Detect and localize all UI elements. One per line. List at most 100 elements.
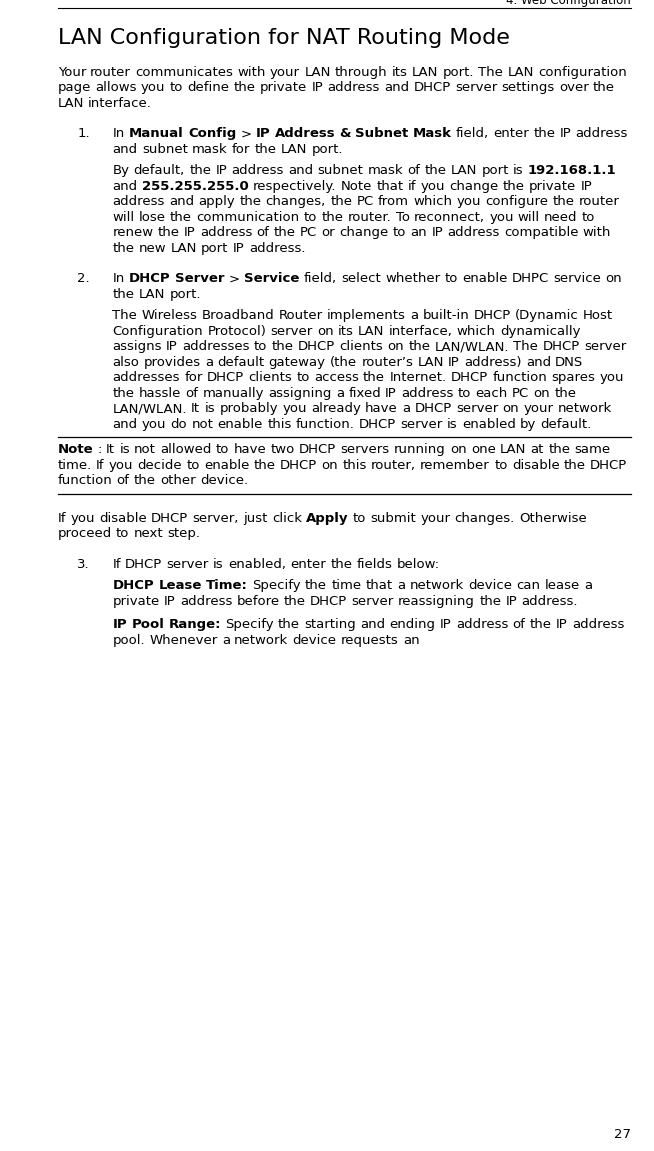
Text: IP: IP — [448, 356, 460, 369]
Text: In: In — [112, 128, 125, 140]
Text: address: address — [576, 128, 628, 140]
Text: with: with — [237, 66, 266, 79]
Text: 192.168.1.1: 192.168.1.1 — [528, 165, 617, 177]
Text: you: you — [109, 459, 133, 472]
Text: Pool: Pool — [131, 618, 164, 632]
Text: router,: router, — [371, 459, 416, 472]
Text: settings: settings — [502, 82, 555, 94]
Text: reconnect,: reconnect, — [414, 211, 485, 224]
Text: allowed: allowed — [160, 443, 212, 457]
Text: The: The — [513, 341, 538, 353]
Text: on: on — [321, 459, 338, 472]
Text: the: the — [112, 242, 135, 256]
Text: change: change — [449, 180, 498, 193]
Text: the: the — [239, 196, 262, 208]
Text: is: is — [119, 443, 130, 457]
Text: changes.: changes. — [455, 512, 515, 525]
Text: time.: time. — [58, 459, 92, 472]
Text: define: define — [187, 82, 230, 94]
Text: below:: below: — [397, 558, 440, 571]
Text: and: and — [526, 356, 551, 369]
Text: By: By — [112, 165, 129, 177]
Text: same: same — [574, 443, 611, 457]
Text: port.: port. — [169, 288, 201, 302]
Text: the: the — [112, 288, 135, 302]
Text: and: and — [288, 165, 313, 177]
Text: is: is — [513, 165, 524, 177]
Text: LAN/WLAN.: LAN/WLAN. — [112, 403, 187, 416]
Text: IP: IP — [233, 242, 245, 256]
Text: the: the — [363, 372, 385, 384]
Text: address: address — [572, 618, 625, 632]
Text: Broadband: Broadband — [201, 310, 275, 322]
Text: reassigning: reassigning — [398, 595, 475, 608]
Text: click: click — [272, 512, 301, 525]
Text: if: if — [407, 180, 416, 193]
Text: LAN Configuration for NAT Routing Mode: LAN Configuration for NAT Routing Mode — [58, 28, 509, 48]
Text: the: the — [170, 211, 192, 224]
Text: a: a — [205, 356, 213, 369]
Text: starting: starting — [304, 618, 356, 632]
Text: pool.: pool. — [112, 634, 145, 647]
Text: the: the — [408, 341, 430, 353]
Text: network: network — [234, 634, 288, 647]
Text: Note: Note — [341, 180, 372, 193]
Text: the: the — [133, 474, 156, 488]
Text: PC: PC — [356, 196, 373, 208]
Text: Wireless: Wireless — [142, 310, 198, 322]
Text: you: you — [142, 418, 166, 430]
Text: to: to — [254, 341, 267, 353]
Text: It: It — [191, 403, 200, 416]
Text: the: the — [158, 227, 180, 239]
Text: the: the — [189, 165, 211, 177]
Text: next: next — [133, 527, 164, 541]
Text: port: port — [481, 165, 509, 177]
Text: function: function — [58, 474, 112, 488]
Text: a: a — [410, 310, 419, 322]
Text: field,: field, — [303, 273, 337, 285]
Text: service: service — [553, 273, 601, 285]
Text: communication: communication — [196, 211, 300, 224]
Text: enabled: enabled — [462, 418, 516, 430]
Text: DHCP: DHCP — [207, 372, 244, 384]
Text: port.: port. — [443, 66, 474, 79]
Text: one: one — [471, 443, 496, 457]
Text: Your: Your — [58, 66, 86, 79]
Text: IP: IP — [164, 595, 176, 608]
Text: DHCP: DHCP — [542, 341, 579, 353]
Text: on: on — [605, 273, 622, 285]
Text: also: also — [112, 356, 139, 369]
Text: Specify: Specify — [225, 618, 274, 632]
Text: on: on — [450, 443, 466, 457]
Text: server: server — [271, 325, 313, 338]
Text: probably: probably — [219, 403, 278, 416]
Text: 3.: 3. — [77, 558, 90, 571]
Text: respectively.: respectively. — [253, 180, 336, 193]
Text: IP: IP — [580, 180, 592, 193]
Text: to: to — [116, 527, 129, 541]
Text: and: and — [360, 618, 385, 632]
Text: the: the — [330, 558, 353, 571]
Text: function.: function. — [296, 418, 354, 430]
Text: IP: IP — [440, 618, 452, 632]
Text: clients: clients — [249, 372, 292, 384]
Text: In: In — [112, 273, 125, 285]
Text: If: If — [96, 459, 105, 472]
Text: to: to — [303, 211, 317, 224]
Text: built-in: built-in — [422, 310, 470, 322]
Text: the: the — [254, 459, 276, 472]
Text: IP: IP — [385, 387, 397, 401]
Text: the: the — [274, 227, 296, 239]
Text: DHCP: DHCP — [129, 273, 171, 285]
Text: on: on — [534, 387, 550, 401]
Text: &: & — [339, 128, 351, 140]
Text: DHCP: DHCP — [590, 459, 627, 472]
Text: you: you — [421, 180, 445, 193]
Text: DHCP: DHCP — [310, 595, 347, 608]
Text: provides: provides — [144, 356, 201, 369]
Text: Host: Host — [583, 310, 613, 322]
Text: device: device — [293, 634, 337, 647]
Text: your: your — [421, 512, 451, 525]
Text: for: for — [184, 372, 203, 384]
Text: of: of — [116, 474, 129, 488]
